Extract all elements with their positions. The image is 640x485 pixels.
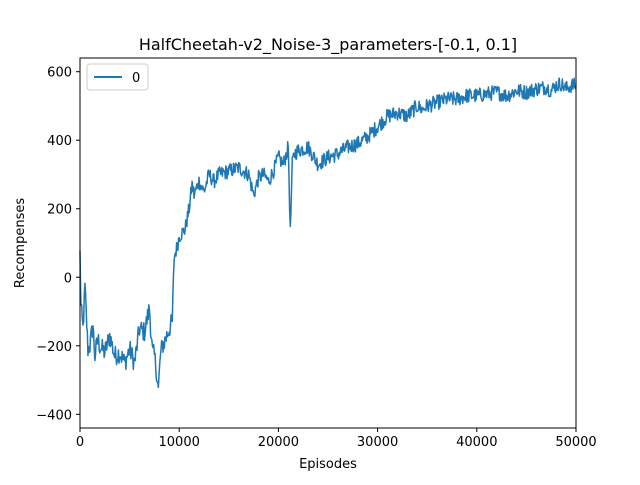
legend: 0 <box>86 63 149 91</box>
x-tick-label: 10000 <box>159 435 200 450</box>
x-tick-label: 50000 <box>555 435 596 450</box>
x-axis-label: Episodes <box>299 457 357 472</box>
y-tick-label: 600 <box>47 66 72 81</box>
chart-title: HalfCheetah-v2_Noise-3_parameters-[-0.1,… <box>139 35 517 55</box>
series-line-0 <box>79 77 577 389</box>
plot-background <box>80 58 576 428</box>
y-tick-label: 400 <box>47 134 72 149</box>
y-axis-label: Recompenses <box>13 198 28 288</box>
series-layer <box>79 77 577 389</box>
x-tick-label: 30000 <box>357 435 398 450</box>
x-tick-label: 20000 <box>258 435 299 450</box>
axes-layer: 0 10000 20000 30000 40000 50000 −400 −200 0 200 40… <box>36 57 597 450</box>
axes-frame <box>79 57 577 429</box>
y-tick-label: 0 <box>64 271 72 286</box>
y-tick-label: −200 <box>36 340 72 355</box>
y-tick-label: 200 <box>47 203 72 218</box>
y-tick-label: −400 <box>36 408 72 423</box>
x-tick-label: 0 <box>76 435 84 450</box>
x-tick-label: 40000 <box>456 435 497 450</box>
legend-entry-label: 0 <box>132 71 140 86</box>
